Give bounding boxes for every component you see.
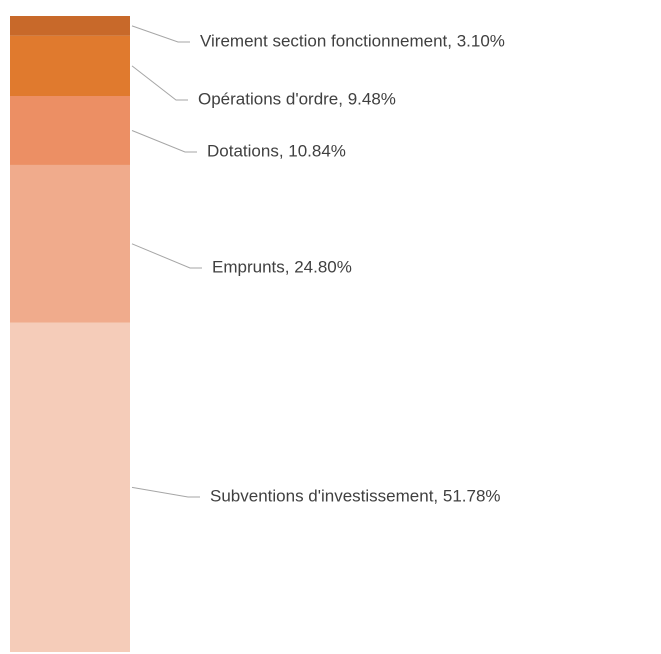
data-label: Dotations, 10.84%: [207, 141, 346, 160]
bar-segment: [10, 322, 130, 652]
leader-line: [131, 243, 202, 269]
bar-segment: [10, 96, 130, 165]
bar-segment: [10, 164, 130, 323]
leader-line: [131, 130, 197, 153]
leader-line: [131, 25, 190, 43]
leader-line: [131, 65, 188, 101]
data-label: Subventions d'investissement, 51.78%: [210, 486, 501, 505]
data-label: Emprunts, 24.80%: [212, 257, 352, 276]
data-label: Opérations d'ordre, 9.48%: [198, 89, 396, 108]
bar-segment: [10, 16, 130, 36]
data-label: Virement section fonctionnement, 3.10%: [200, 31, 505, 50]
leader-line: [131, 486, 200, 498]
bar-segment: [10, 35, 130, 97]
